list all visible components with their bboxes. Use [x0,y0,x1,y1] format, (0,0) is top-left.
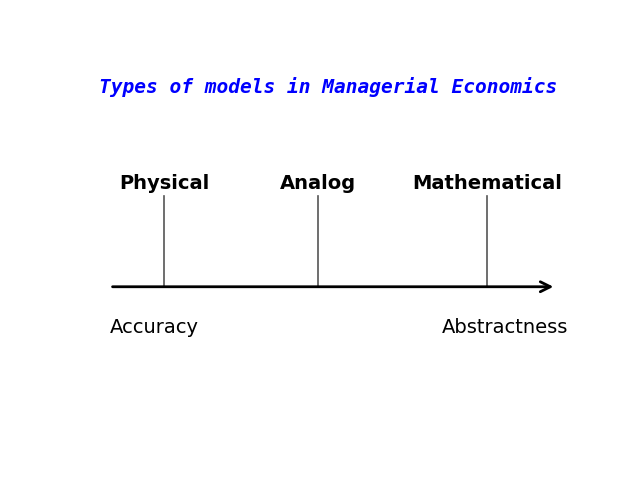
Text: Physical: Physical [119,173,209,192]
Text: Analog: Analog [280,173,356,192]
Text: Accuracy: Accuracy [110,318,199,337]
Text: Abstractness: Abstractness [442,318,568,337]
Text: Mathematical: Mathematical [412,173,562,192]
Text: Types of models in Managerial Economics: Types of models in Managerial Economics [99,77,557,97]
